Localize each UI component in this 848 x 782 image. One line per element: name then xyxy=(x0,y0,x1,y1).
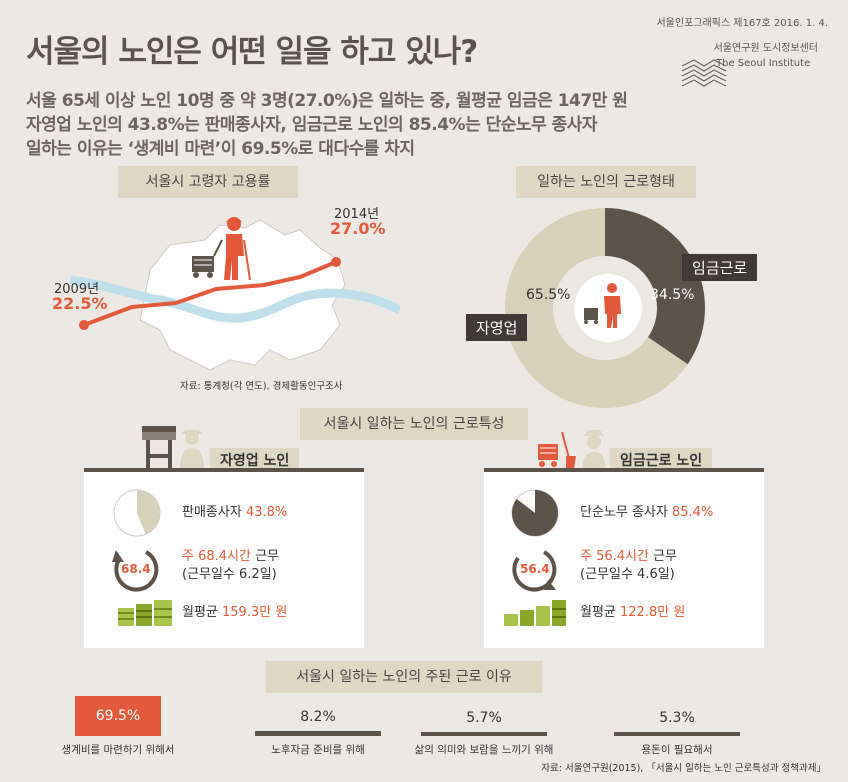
end-year-label: 2014년 xyxy=(334,207,380,222)
reason-bar-1 xyxy=(75,696,161,736)
reason-bar-2 xyxy=(255,731,381,736)
self-occupation-pct: 43.8% xyxy=(245,505,288,520)
institute-block: 서울연구원 도시정보센터 xyxy=(714,42,818,56)
self-money-icon xyxy=(118,600,172,626)
point-2009 xyxy=(79,320,89,330)
bottom-source: 자료: 서울연구원(2015), 「서울시 일하는 노인 근로특성과 정책과제」 xyxy=(541,763,826,774)
reason-label-3: 삶의 의미와 보람을 느끼기 위해 xyxy=(414,744,554,756)
summary-line-3: 일하는 이유는 ‘생계비 마련’이 69.5%로 대다수를 차지 xyxy=(26,139,415,159)
shop-owner-icon xyxy=(142,426,204,470)
summary-line-2: 자영업 노인의 43.8%는 판매종사자, 임금근로 노인의 85.4%는 단순… xyxy=(26,115,598,135)
self-card-top-border xyxy=(84,468,364,472)
self-wage-text: 월평균 159.3만 원 xyxy=(182,604,287,621)
wage-hours-icon-value: 56.4 xyxy=(520,562,550,576)
wage-percent-label: 34.5% xyxy=(650,287,695,303)
reason-value-3: 5.7% xyxy=(466,710,502,726)
issue-label: 서울인포그래픽스 제167호 2016. 1. 4. xyxy=(656,18,828,29)
page-title: 서울의 노인은 어떤 일을 하고 있나? xyxy=(26,34,478,70)
self-category-label: 자영업 xyxy=(466,314,528,341)
features-tag: 서울시 일하는 노인의 근로특성 xyxy=(300,408,528,440)
wage-wage-text: 월평균 122.8만 원 xyxy=(580,604,685,621)
institute-name-ko: 서울연구원 도시정보센터 xyxy=(713,43,818,54)
institute-name-en: The Seoul Institute xyxy=(716,58,811,69)
wage-category-label: 임금근로 xyxy=(682,254,758,281)
end-value-label: 27.0% xyxy=(330,219,386,238)
wage-occupation-pie xyxy=(511,489,559,537)
wage-hours-cycle-icon xyxy=(512,550,557,592)
employment-rate-chart xyxy=(70,217,400,371)
wage-hours-value: 주 56.4시간 xyxy=(580,549,649,564)
seoul-map-shape xyxy=(139,219,346,371)
wage-occupation-slice xyxy=(512,490,558,536)
donut-slice-self xyxy=(505,208,688,408)
self-hours-cycle-icon xyxy=(112,550,159,592)
point-2014 xyxy=(331,257,341,267)
summary-line-1: 서울 65세 이상 노인 10명 중 약 3명(27.0%)은 일하는 중, 월… xyxy=(26,91,628,111)
han-river-shape xyxy=(70,275,400,323)
self-occupation-label: 판매종사자 xyxy=(182,505,242,520)
wage-card-top-border xyxy=(484,468,764,472)
reasons-bar-chart: 69.5% 생계비를 마련하기 위해서 8.2% 노후자금 준비를 위해 5.7% 삶의 … xyxy=(0,682,848,756)
wage-wage-value: 122.8만 원 xyxy=(620,605,686,620)
donut-slice-wage xyxy=(605,208,705,365)
reason-label-1: 생계비를 마련하기 위해서 xyxy=(61,744,175,756)
reason-bar-3 xyxy=(421,732,547,736)
wage-occupation-text: 단순노무 종사자 85.4% xyxy=(580,504,713,521)
wage-days-text: (근무일수 4.6일) xyxy=(580,567,675,582)
employment-source: 자료: 통계청(각 연도), 경제활동인구조사 xyxy=(180,381,343,392)
reason-label-4: 용돈이 필요해서 xyxy=(641,744,713,756)
self-days-text: (근무일수 6.2일) xyxy=(182,567,277,582)
employment-rate-line xyxy=(83,260,337,327)
wage-hours-suffix: 근무 xyxy=(648,549,678,564)
employment-rate-tag: 서울시 고령자 고용률 xyxy=(118,166,298,198)
self-hours-value: 주 68.4시간 xyxy=(182,549,251,564)
self-wage-value: 159.3만 원 xyxy=(222,605,288,620)
reason-bar-4 xyxy=(614,732,740,736)
institute-logo-icon xyxy=(681,59,727,87)
reasons-tag: 서울시 일하는 노인의 주된 근로 이유 xyxy=(266,661,542,693)
workform-tag: 일하는 노인의 근로형태 xyxy=(516,166,696,198)
reason-label-2: 노후자금 준비를 위해 xyxy=(271,744,365,756)
worker-icon xyxy=(574,274,642,342)
wage-occupation-label: 단순노무 종사자 xyxy=(580,505,668,520)
self-occupation-pie xyxy=(113,489,161,537)
wage-hours-text: 주 56.4시간 근무 xyxy=(580,548,677,565)
self-occupation-slice xyxy=(137,490,160,535)
elderly-worker-icon xyxy=(192,217,251,281)
wage-wage-prefix: 월평균 xyxy=(580,605,621,620)
self-hours-suffix: 근무 xyxy=(250,549,280,564)
wage-occupation-pct: 85.4% xyxy=(672,505,714,520)
self-hours-text: 주 68.4시간 근무 xyxy=(182,548,279,565)
start-value-label: 22.5% xyxy=(52,294,108,313)
workform-donut-chart xyxy=(505,208,705,408)
laborer-icon xyxy=(538,430,606,472)
start-year-label: 2009년 xyxy=(54,282,100,297)
self-percent-label: 65.5% xyxy=(526,287,571,303)
reason-value-4: 5.3% xyxy=(659,710,695,726)
reason-value-2: 8.2% xyxy=(300,709,336,726)
self-hours-icon-value: 68.4 xyxy=(121,562,151,576)
self-wage-prefix: 월평균 xyxy=(182,605,223,620)
reason-value-1: 69.5% xyxy=(95,708,141,724)
self-occupation-text: 판매종사자 43.8% xyxy=(182,504,287,521)
wage-money-icon xyxy=(504,600,566,626)
